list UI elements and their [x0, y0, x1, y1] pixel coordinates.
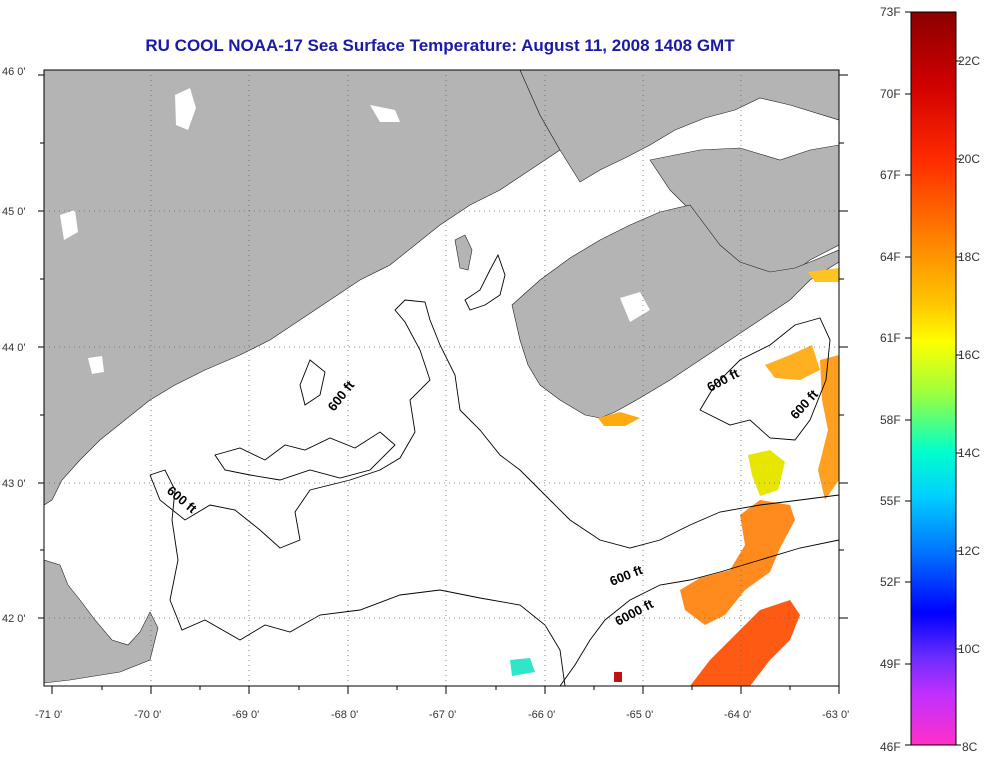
map-frame [43, 69, 840, 687]
lat-label-45: 45 0' [2, 206, 26, 218]
contour-600ft-inner [214, 431, 396, 481]
lon-label-70: -70 0' [134, 709, 161, 721]
sst-patch-yellow [748, 450, 785, 496]
land-grand-manan [454, 234, 473, 271]
sst-patch-ns-coast [598, 412, 640, 426]
lake-5 [370, 105, 400, 122]
colorbar [910, 11, 957, 746]
lat-label-46: 46 0' [2, 66, 26, 78]
axis-ticks [38, 74, 848, 694]
land-massachusetts [44, 559, 159, 684]
contour-6000ft [559, 539, 839, 686]
colorbar-label-20c: 20C [958, 152, 980, 166]
sst-patch-north [765, 345, 820, 380]
colorbar-label-46f: 46F [880, 740, 901, 754]
lake-4 [60, 210, 78, 240]
colorbar-label-10c: 10C [958, 642, 980, 656]
lat-label-43: 43 0' [2, 478, 26, 490]
colorbar-label-70f: 70F [880, 87, 901, 101]
sst-patch-shelf [680, 500, 795, 625]
lake-3 [88, 356, 104, 374]
lon-label-67: -67 0' [429, 709, 456, 721]
lon-label-68: -68 0' [331, 709, 358, 721]
colorbar-label-67f: 67F [880, 168, 901, 182]
lon-label-69: -69 0' [232, 709, 259, 721]
colorbar-label-55f: 55F [880, 494, 901, 508]
contour-600ft-bank [464, 253, 506, 311]
colorbar-label-8c: 8C [962, 740, 978, 754]
lon-label-65: -65 0' [626, 709, 653, 721]
colorbar-label-12c: 12C [958, 544, 980, 558]
colorbar-ticks [905, 11, 961, 746]
sst-patch-red-dot [614, 672, 622, 682]
colorbar-label-14c: 14C [958, 446, 980, 460]
contour-600ft-scotian [699, 317, 831, 441]
land-new-brunswick [519, 70, 839, 183]
lat-label-44: 44 0' [2, 342, 26, 354]
colorbar-label-16c: 16C [958, 348, 980, 362]
colorbar-label-58f: 58F [880, 413, 901, 427]
lon-label-63: -63 0' [822, 709, 849, 721]
lon-label-64: -64 0' [724, 709, 751, 721]
lat-label-42: 42 0' [2, 613, 26, 625]
colorbar-label-64f: 64F [880, 250, 901, 264]
sst-patch-southeast [690, 600, 800, 686]
sst-patch-cyan [510, 658, 535, 676]
colorbar-label-49f: 49F [880, 657, 901, 671]
contour-600ft-north [299, 359, 326, 406]
sst-patch-east [818, 355, 839, 500]
colorbar-label-61f: 61F [880, 331, 901, 345]
colorbar-label-18c: 18C [958, 250, 980, 264]
lon-label-71: -71 0' [35, 709, 62, 721]
map-title: RU COOL NOAA-17 Sea Surface Temperature:… [145, 36, 735, 55]
lon-label-66: -66 0' [528, 709, 555, 721]
sst-patch-ne-corner [808, 268, 839, 282]
land-new-england [44, 70, 561, 506]
lake-1 [175, 88, 196, 130]
contour-600ft-gulf [149, 299, 839, 686]
lake-2 [620, 292, 650, 322]
colorbar-label-73f: 73F [880, 5, 901, 19]
colorbar-label-22c: 22C [958, 54, 980, 68]
colorbar-label-52f: 52F [880, 575, 901, 589]
